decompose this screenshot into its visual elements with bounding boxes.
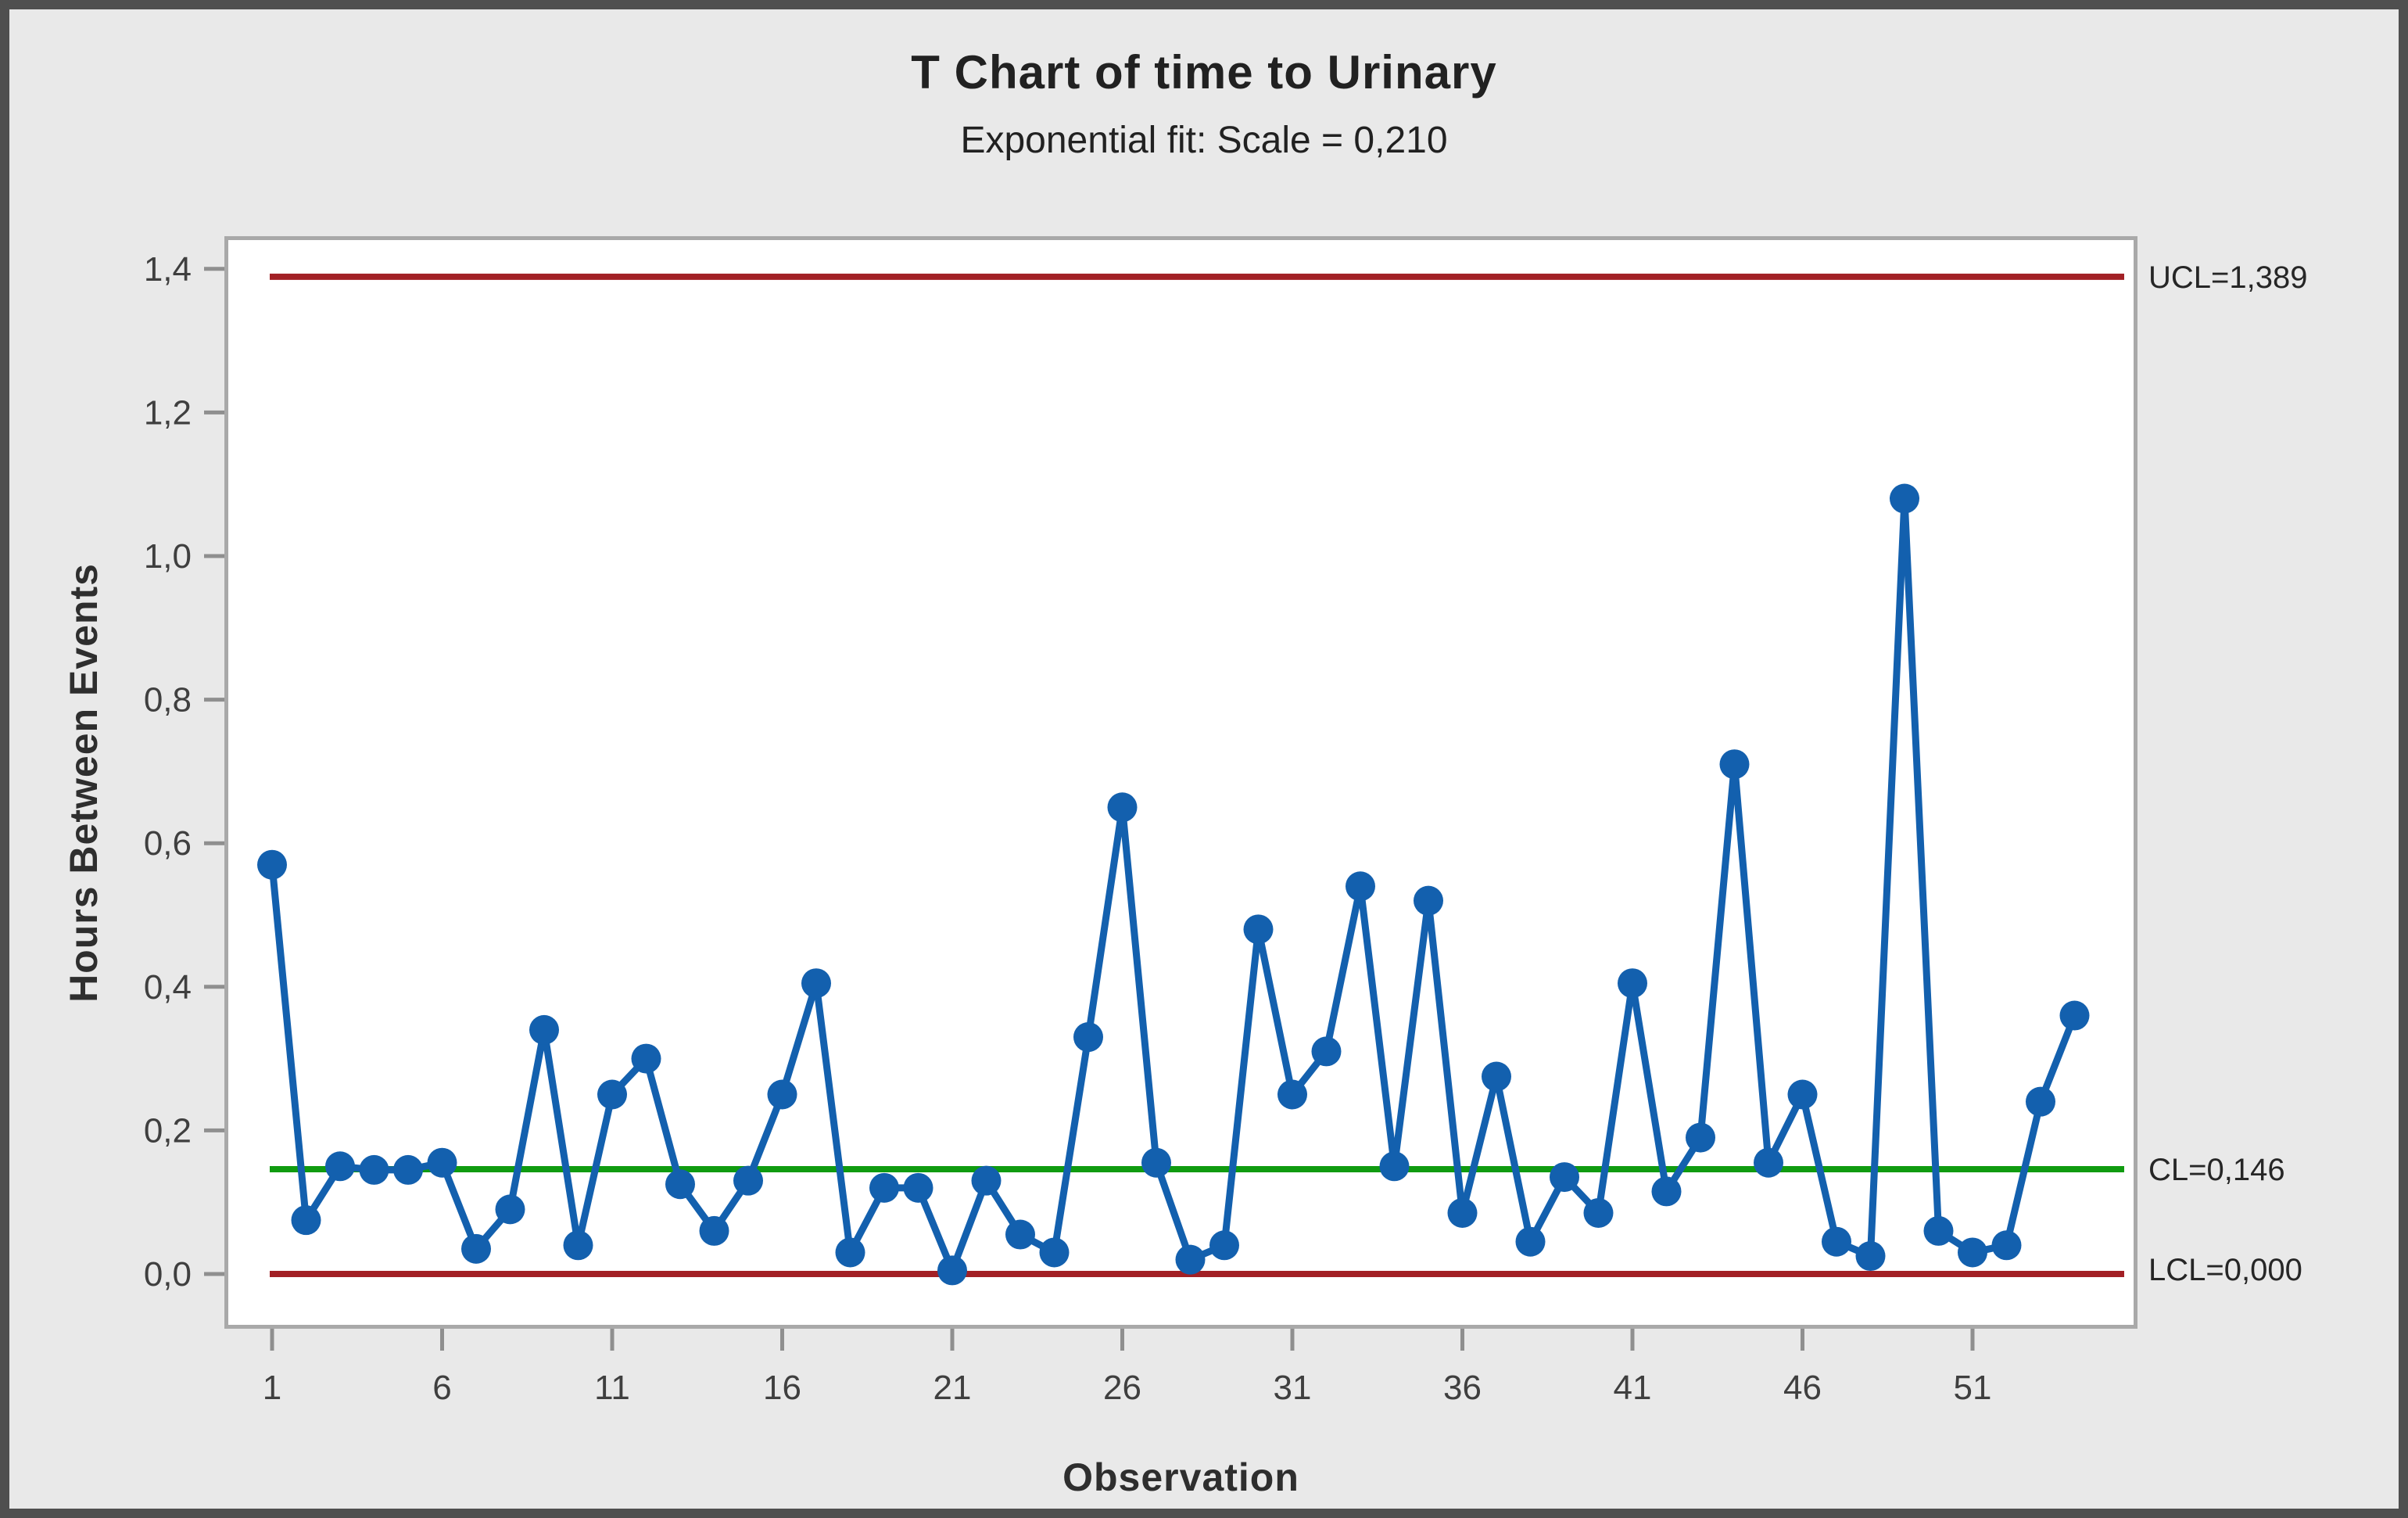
x-tick-label: 31 [1274, 1369, 1312, 1407]
data-point-marker [1719, 749, 1750, 780]
y-tick-label: 1,0 [144, 537, 192, 576]
x-tick-label: 26 [1103, 1369, 1141, 1407]
data-point-marker [1686, 1122, 1715, 1153]
data-point-marker [1243, 914, 1274, 945]
data-point-marker [359, 1154, 389, 1185]
x-tick-label: 16 [763, 1369, 801, 1407]
data-point-marker [1447, 1197, 1478, 1228]
data-point-marker [631, 1043, 661, 1074]
data-point-marker [1855, 1241, 1886, 1272]
x-tick-label: 41 [1614, 1369, 1652, 1407]
data-point-marker [1583, 1197, 1614, 1228]
data-point-marker [733, 1165, 763, 1196]
data-point-marker [1651, 1176, 1682, 1207]
chart-subtitle: Exponential fit: Scale = 0,210 [960, 120, 1448, 161]
data-point-marker [1754, 1147, 1783, 1178]
data-point-marker [1923, 1215, 1954, 1246]
data-point-marker [903, 1172, 933, 1203]
data-point-marker [291, 1205, 321, 1236]
y-tick-label: 1,2 [144, 393, 192, 432]
data-point-marker [1005, 1219, 1035, 1250]
data-point-marker [971, 1165, 1002, 1196]
data-point-marker [1107, 792, 1138, 823]
data-point-marker [1175, 1244, 1206, 1275]
data-point-marker [1379, 1151, 1410, 1182]
data-point-marker [393, 1154, 423, 1185]
y-axis-label: Hours Between Events [62, 563, 106, 1003]
lcl-label: LCL=0,000 [2148, 1253, 2302, 1287]
data-point-marker [1482, 1061, 1511, 1092]
data-point-marker [325, 1151, 355, 1182]
data-point-marker [1618, 968, 1647, 999]
data-point-marker [1277, 1079, 1307, 1110]
data-point-marker [257, 849, 287, 880]
ucl-label: UCL=1,389 [2148, 260, 2307, 295]
data-point-marker [869, 1172, 899, 1203]
data-point-marker [937, 1255, 967, 1286]
x-tick-label: 36 [1443, 1369, 1482, 1407]
data-point-marker [1039, 1237, 1070, 1268]
data-point-marker [1311, 1036, 1342, 1067]
cl-label: CL=0,146 [2148, 1153, 2285, 1187]
y-tick-label: 0,6 [144, 824, 192, 863]
data-point-marker [1991, 1230, 2022, 1261]
y-tick-label: 0,0 [144, 1255, 192, 1294]
data-point-marker [529, 1014, 559, 1045]
x-axis-label: Observation [1062, 1455, 1299, 1499]
data-point-marker [767, 1079, 797, 1110]
x-tick-label: 46 [1783, 1369, 1822, 1407]
x-tick-label: 1 [263, 1369, 281, 1407]
y-tick-label: 0,8 [144, 681, 192, 720]
data-point-marker [1958, 1237, 1987, 1268]
data-point-marker [1890, 483, 1919, 514]
data-point-marker [1414, 885, 1443, 916]
x-tick-label: 6 [432, 1369, 451, 1407]
data-point-marker [563, 1230, 593, 1261]
data-point-marker [801, 968, 831, 999]
y-tick-label: 0,2 [144, 1111, 192, 1150]
data-point-marker [1787, 1079, 1818, 1110]
data-point-marker [1822, 1226, 1851, 1257]
data-point-marker [1209, 1230, 1239, 1261]
data-point-marker [427, 1147, 457, 1178]
y-tick-label: 1,4 [144, 250, 192, 289]
data-point-marker [699, 1215, 729, 1246]
data-point-marker [1550, 1162, 1579, 1193]
control-chart-canvas: 0,00,20,40,60,81,01,21,41 6 11 16 21 26 31 36 41… [144, 250, 2308, 1407]
data-point-marker [495, 1194, 525, 1225]
data-point-marker [461, 1233, 491, 1264]
y-tick-label: 0,4 [144, 968, 192, 1007]
data-point-marker [597, 1079, 627, 1110]
data-point-marker [1346, 871, 1375, 902]
chart-title: T Chart of time to Urinary [911, 46, 1497, 99]
data-point-marker [2026, 1086, 2055, 1117]
data-point-marker [665, 1169, 695, 1200]
data-point-marker [835, 1237, 865, 1268]
series-line [268, 495, 2078, 1274]
data-point-marker [2059, 1000, 2090, 1031]
data-point-marker [1073, 1022, 1103, 1053]
x-tick-label: 11 [594, 1369, 630, 1407]
data-point-marker [1515, 1226, 1546, 1257]
plot-area [224, 236, 2137, 1329]
x-tick-label: 51 [1954, 1369, 1992, 1407]
x-tick-label: 21 [933, 1369, 972, 1407]
data-point-marker [1141, 1147, 1171, 1178]
